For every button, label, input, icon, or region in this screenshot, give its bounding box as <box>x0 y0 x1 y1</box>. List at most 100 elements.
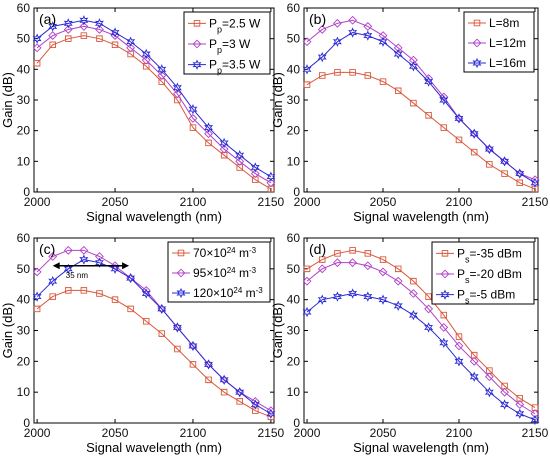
y-tick-label: 30 <box>17 324 31 338</box>
data-point <box>266 408 276 419</box>
data-point <box>111 41 119 49</box>
data-point <box>172 89 182 99</box>
data-point <box>235 150 245 161</box>
legend-item-3: Pp=3.5 W <box>188 58 261 76</box>
data-point <box>486 161 493 168</box>
data-point <box>48 31 58 41</box>
data-point <box>530 175 540 185</box>
data-point <box>110 263 120 275</box>
y-tick-label: 50 <box>287 32 301 46</box>
legend-item-1: L=8m <box>468 16 519 30</box>
data-point <box>515 168 525 179</box>
data-point <box>439 94 449 106</box>
data-point <box>80 287 88 294</box>
legend-item-3: Ps=-5 dBm <box>436 288 515 306</box>
chart-panel-2: 0 10 20 30 40 50 60 2000 2050 2100 2150 Signal wave… <box>270 1 549 224</box>
y-tick-label: 10 <box>17 154 31 168</box>
legend-swatch-marker <box>192 39 202 49</box>
series-line <box>36 35 272 190</box>
data-point <box>94 18 104 29</box>
series-3 <box>302 288 540 426</box>
data-point <box>172 82 182 93</box>
series-1 <box>303 247 539 411</box>
y-tick-label: 0 <box>23 185 30 199</box>
y-axis-label: Gain (dB) <box>0 72 15 128</box>
y-tick-label: 20 <box>17 124 31 138</box>
data-point <box>333 258 342 268</box>
data-point <box>266 171 276 182</box>
data-point <box>500 156 510 167</box>
data-point <box>348 27 358 38</box>
data-point <box>363 30 373 41</box>
y-tick-label: 10 <box>287 154 301 168</box>
data-point <box>318 256 326 263</box>
data-point <box>332 291 342 302</box>
data-point <box>454 341 464 351</box>
legend: L=8m L=12m L=16m <box>463 11 535 73</box>
legend-swatch-marker <box>440 289 450 300</box>
data-point <box>424 76 434 87</box>
data-point <box>188 113 198 123</box>
legend-item-1: Ps=-35 dBm <box>436 246 522 264</box>
legend-box <box>183 11 271 75</box>
data-point <box>141 48 151 60</box>
data-point <box>440 124 448 131</box>
data-point <box>439 323 449 332</box>
x-tick-label: 2150 <box>258 195 285 209</box>
data-point <box>250 397 260 406</box>
data-point <box>394 87 402 95</box>
series-line <box>306 292 536 421</box>
data-point <box>317 264 327 274</box>
x-tick-label: 2150 <box>522 426 549 440</box>
x-tick-label: 2150 <box>258 426 285 440</box>
series-line <box>36 25 272 184</box>
y-tick-label: 60 <box>287 1 301 15</box>
data-point <box>252 407 259 414</box>
legend-label: 120×1024 m-3 <box>193 286 263 301</box>
data-point <box>303 265 311 273</box>
data-point <box>393 300 403 312</box>
data-point <box>48 21 58 32</box>
x-axis-label: Signal wavelength (nm) <box>353 209 489 224</box>
data-point <box>348 258 358 268</box>
data-point <box>142 318 150 325</box>
y-tick-label: 50 <box>17 32 31 46</box>
data-point <box>484 143 494 155</box>
data-point <box>363 291 373 302</box>
data-point <box>530 409 540 419</box>
data-point <box>318 72 326 79</box>
data-point <box>425 293 432 300</box>
y-tick-label: 20 <box>287 354 301 368</box>
data-point <box>141 288 151 299</box>
x-tick-label: 2100 <box>180 426 207 440</box>
legend-box <box>463 11 535 73</box>
legend-item-2: Ps=-20 dBm <box>436 267 522 285</box>
data-point <box>250 162 260 173</box>
data-point <box>80 32 88 39</box>
legend-label: Ps=-35 dBm <box>457 246 522 264</box>
span-annotation: 35 nm <box>66 271 89 280</box>
data-point <box>49 41 56 49</box>
y-tick-label: 40 <box>287 293 301 307</box>
data-point <box>425 112 432 119</box>
y-tick-label: 60 <box>17 231 31 245</box>
legend-item-2: Pp=3 W <box>188 37 251 55</box>
data-point <box>111 296 119 303</box>
legend-label: Pp=2.5 W <box>209 16 261 34</box>
series-line <box>306 262 536 415</box>
y-tick-label: 50 <box>287 262 301 276</box>
x-tick-label: 2100 <box>446 195 473 209</box>
data-point <box>349 247 356 254</box>
series-line <box>36 259 272 415</box>
data-point <box>454 356 464 367</box>
legend-item-3: L=16m <box>468 56 526 70</box>
data-point <box>79 245 89 255</box>
y-axis-label: Gain (dB) <box>270 72 285 128</box>
series-line <box>306 71 536 190</box>
data-point <box>516 395 524 402</box>
data-point <box>515 408 525 419</box>
data-point <box>393 43 403 53</box>
data-point <box>79 254 89 265</box>
data-point <box>157 64 167 75</box>
